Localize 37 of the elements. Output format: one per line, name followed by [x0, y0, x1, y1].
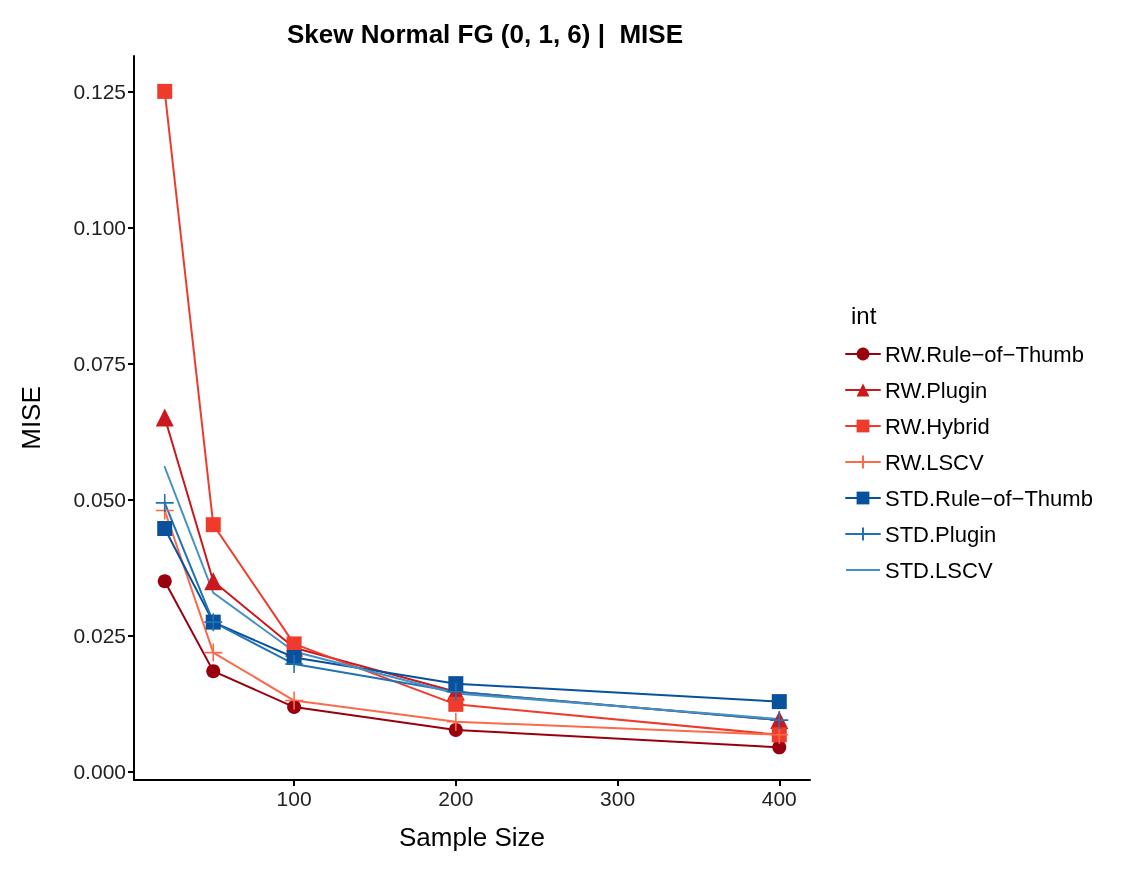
point — [157, 574, 172, 589]
point — [204, 572, 223, 591]
point — [284, 690, 304, 711]
x-axis-title: Sample Size — [399, 822, 545, 852]
x-tick-label: 200 — [438, 787, 474, 810]
point — [206, 664, 221, 679]
y-tick-label: 0.000 — [73, 760, 126, 784]
point — [157, 521, 173, 537]
y-axis-title: MISE — [16, 386, 46, 450]
legend-label: RW.Rule−of−Thumb — [885, 341, 1084, 367]
y-tick-label: 0.025 — [73, 624, 126, 648]
legend-label: RW.Hybrid — [885, 413, 990, 439]
legend-label: STD.Rule−of−Thumb — [885, 485, 1093, 511]
legend-label: STD.LSCV — [885, 557, 993, 583]
point — [203, 642, 224, 663]
y-tick-label: 0.125 — [73, 79, 126, 103]
x-tick-label: 400 — [761, 787, 797, 810]
point — [771, 694, 787, 710]
point — [154, 493, 175, 513]
point — [286, 636, 302, 652]
y-tick-label: 0.100 — [73, 215, 126, 239]
point — [448, 676, 464, 692]
legend-label: STD.Plugin — [885, 521, 997, 547]
point — [448, 696, 464, 712]
chart-title: Skew Normal FG (0, 1, 6) | MISE — [287, 19, 683, 49]
point — [446, 711, 466, 732]
legend-label: RW.Plugin — [885, 377, 988, 403]
x-tick-label: 300 — [600, 787, 636, 810]
point — [205, 517, 221, 533]
y-tick-label: 0.050 — [73, 488, 126, 512]
point — [155, 408, 174, 427]
point — [284, 654, 304, 674]
point — [157, 83, 173, 99]
x-tick-label: 100 — [276, 787, 312, 810]
legend-title: int — [851, 301, 877, 329]
y-tick-label: 0.075 — [73, 352, 126, 376]
legend-label: RW.LSCV — [885, 449, 984, 475]
